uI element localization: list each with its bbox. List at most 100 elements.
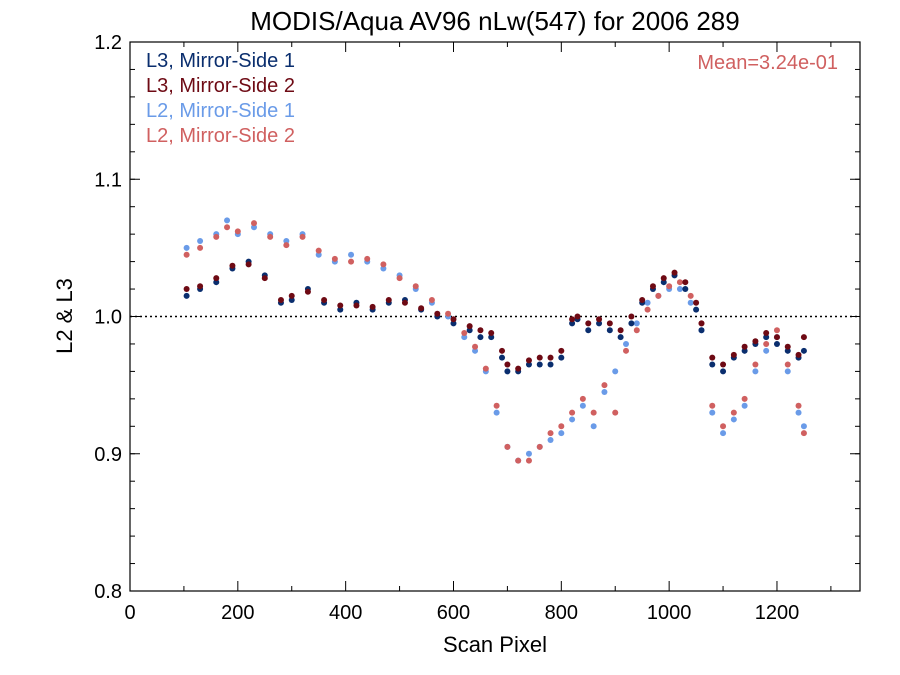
data-point <box>666 283 673 290</box>
data-point <box>671 269 678 276</box>
data-point <box>763 329 770 336</box>
data-point <box>499 347 506 354</box>
data-point <box>488 334 495 341</box>
data-point <box>579 402 586 409</box>
data-point <box>773 327 780 334</box>
legend-entry: L2, Mirror-Side 2 <box>146 125 295 147</box>
data-point <box>315 251 322 258</box>
data-point <box>623 340 630 347</box>
x-axis: 0 200 400 600 800 1000 1200 <box>124 42 832 624</box>
data-point <box>183 292 190 299</box>
data-point <box>649 283 656 290</box>
data-point <box>525 457 532 464</box>
data-point <box>536 354 543 361</box>
data-point <box>499 354 506 361</box>
data-point <box>251 220 258 227</box>
data-point <box>348 251 355 258</box>
data-point <box>525 361 532 368</box>
data-point <box>763 334 770 341</box>
data-point <box>687 292 694 299</box>
data-point <box>472 347 479 354</box>
data-point <box>698 320 705 327</box>
data-point <box>197 244 204 251</box>
data-point <box>800 334 807 341</box>
data-point <box>795 409 802 416</box>
y-tick-label: 1.1 <box>94 169 122 191</box>
data-point <box>800 430 807 437</box>
data-point <box>364 255 371 262</box>
data-point <box>515 365 522 372</box>
data-point <box>596 320 603 327</box>
data-point <box>720 423 727 430</box>
data-point <box>606 320 613 327</box>
data-point <box>412 283 419 290</box>
data-point <box>445 310 452 317</box>
legend-entry: L3, Mirror-Side 2 <box>146 75 295 97</box>
data-point <box>763 340 770 347</box>
data-point <box>763 347 770 354</box>
x-tick-label: 400 <box>329 602 362 624</box>
data-point <box>784 343 791 350</box>
data-point <box>224 224 231 231</box>
data-point <box>773 334 780 341</box>
data-point <box>213 279 220 286</box>
data-point <box>183 244 190 251</box>
data-point <box>461 334 468 341</box>
data-point <box>709 354 716 361</box>
data-point <box>585 320 592 327</box>
data-point <box>644 299 651 306</box>
data-point <box>730 409 737 416</box>
data-point <box>655 292 662 299</box>
x-tick-label: 0 <box>124 602 135 624</box>
data-point <box>752 361 759 368</box>
data-point <box>229 262 236 269</box>
legend: L3, Mirror-Side 1 L3, Mirror-Side 2 L2, Mi… <box>146 50 295 147</box>
data-point <box>547 437 554 444</box>
data-point <box>525 450 532 457</box>
data-point <box>741 343 748 350</box>
data-point <box>633 320 640 327</box>
data-point <box>277 297 284 304</box>
data-point <box>283 242 290 249</box>
series-2 <box>183 217 807 464</box>
x-tick-label: 200 <box>221 602 254 624</box>
data-point <box>612 409 619 416</box>
data-point <box>536 361 543 368</box>
data-point <box>730 351 737 358</box>
data-point <box>569 409 576 416</box>
data-point <box>396 275 403 282</box>
data-point <box>234 228 241 235</box>
data-point <box>800 347 807 354</box>
data-point <box>488 329 495 336</box>
chart-title: MODIS/Aqua AV96 nLw(547) for 2006 289 <box>250 6 739 36</box>
data-point <box>741 347 748 354</box>
data-point <box>660 275 667 282</box>
data-point <box>477 327 484 334</box>
data-point <box>633 327 640 334</box>
data-point <box>418 305 425 312</box>
data-point <box>709 402 716 409</box>
data-point <box>569 416 576 423</box>
y-axis: 0.8 0.9 1.0 1.1 1.2 <box>94 32 860 603</box>
data-point <box>773 340 780 347</box>
data-point <box>251 224 258 231</box>
x-axis-label: Scan Pixel <box>443 632 547 657</box>
data-point <box>547 354 554 361</box>
data-point <box>601 388 608 395</box>
data-point <box>709 409 716 416</box>
data-point <box>337 302 344 309</box>
series-3 <box>183 220 807 464</box>
data-point <box>304 288 311 295</box>
y-tick-label: 1.0 <box>94 307 122 329</box>
x-tick-label: 1200 <box>755 602 800 624</box>
data-point <box>428 297 435 304</box>
data-point <box>682 279 689 286</box>
data-point <box>752 368 759 375</box>
data-point <box>784 368 791 375</box>
data-point <box>800 423 807 430</box>
x-tick-label: 600 <box>437 602 470 624</box>
data-point <box>369 303 376 310</box>
data-point <box>698 327 705 334</box>
data-point <box>585 327 592 334</box>
data-point <box>569 320 576 327</box>
